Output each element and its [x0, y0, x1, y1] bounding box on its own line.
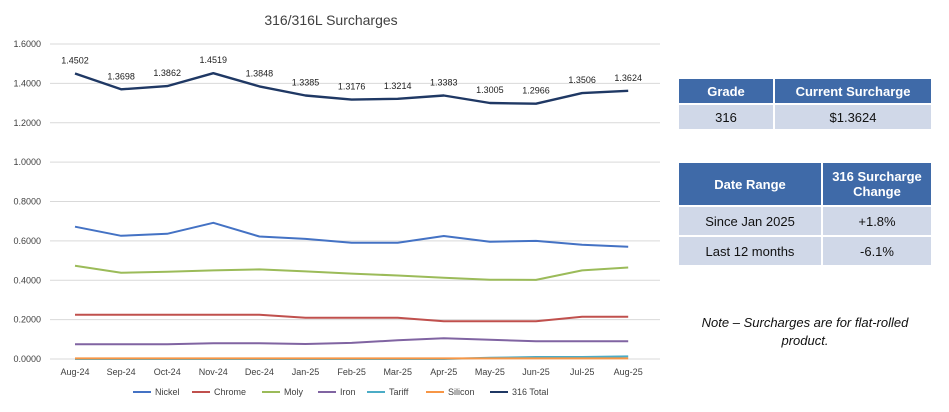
legend-label: Tariff [389, 387, 409, 397]
y-tick-label: 0.0000 [13, 354, 41, 364]
x-axis-ticks: Aug-24 Sep-24 Oct-24 Nov-24 Dec-24 Jan-25 Feb-… [60, 367, 642, 377]
data-label: 1.3385 [292, 77, 320, 87]
legend-item: Silicon [426, 387, 475, 397]
legend-label: Silicon [448, 387, 475, 397]
legend-label: Moly [284, 387, 304, 397]
series-line-chrome [75, 313, 629, 323]
x-tick-label: Jun-25 [522, 367, 550, 377]
y-tick-label: 1.6000 [13, 39, 41, 49]
x-tick-label: Sep-24 [107, 367, 136, 377]
legend-item: Chrome [192, 387, 246, 397]
chart-title: 316/316L Surcharges [264, 12, 397, 28]
data-label: 1.3005 [476, 85, 504, 95]
x-tick-label: Aug-25 [614, 367, 643, 377]
x-tick-label: Oct-24 [154, 367, 181, 377]
legend-label: Iron [340, 387, 356, 397]
grade-value: 316 [677, 103, 775, 131]
series-line-316-total [74, 71, 629, 105]
data-label: 1.4519 [200, 55, 228, 65]
series-line-moly [74, 264, 629, 281]
y-tick-label: 1.4000 [13, 78, 41, 88]
data-label: 1.3862 [153, 68, 181, 78]
x-tick-label: Apr-25 [430, 367, 457, 377]
data-label: 1.4502 [61, 55, 89, 65]
y-axis-ticks: 1.6000 1.4000 1.2000 1.0000 0.8000 0.6000 0.40… [13, 39, 41, 364]
legend-label: Chrome [214, 387, 246, 397]
series-line-iron [75, 337, 629, 346]
legend: Nickel Chrome Moly Iron Tariff Silicon 316 Tot… [133, 387, 548, 397]
data-label: 1.3698 [107, 71, 135, 81]
data-label: 1.3176 [338, 82, 366, 92]
x-tick-label: Nov-24 [199, 367, 228, 377]
date-range-header: Date Range [677, 161, 823, 207]
data-label: 1.3506 [568, 75, 596, 85]
grade-header: Grade [677, 77, 775, 105]
y-tick-label: 0.6000 [13, 236, 41, 246]
x-tick-label: Aug-24 [60, 367, 89, 377]
legend-item: 316 Total [490, 387, 548, 397]
data-label: 1.3383 [430, 78, 458, 88]
surcharge-change-table: Date Range 316 Surcharge Change Since Ja… [677, 161, 933, 267]
y-tick-label: 0.8000 [13, 197, 41, 207]
data-label: 1.3214 [384, 81, 412, 91]
series-line-nickel [74, 221, 629, 248]
legend-label: 316 Total [512, 387, 548, 397]
y-tick-label: 0.4000 [13, 275, 41, 285]
change-last-12: -6.1% [821, 235, 933, 267]
x-tick-label: Mar-25 [383, 367, 412, 377]
series-lines [74, 71, 629, 360]
data-labels: 1.4502 1.3698 1.3862 1.4519 1.3848 1.3385 1.31… [61, 55, 642, 96]
current-surcharge-header: Current Surcharge [773, 77, 933, 105]
legend-item: Iron [318, 387, 356, 397]
surcharge-chart: 316/316L Surcharges 1.60001.40001.20001.… [13, 12, 660, 397]
change-since-jan: +1.8% [821, 205, 933, 237]
legend-item: Tariff [367, 387, 409, 397]
x-tick-label: Dec-24 [245, 367, 274, 377]
x-tick-label: Feb-25 [337, 367, 366, 377]
data-label: 1.3848 [246, 68, 274, 78]
legend-item: Nickel [133, 387, 180, 397]
x-tick-label: Jul-25 [570, 367, 595, 377]
data-label: 1.2966 [522, 86, 550, 96]
date-range-since-jan: Since Jan 2025 [677, 205, 823, 237]
y-tick-label: 0.2000 [13, 315, 41, 325]
x-tick-label: Jan-25 [292, 367, 320, 377]
date-range-last-12: Last 12 months [677, 235, 823, 267]
y-tick-label: 1.2000 [13, 118, 41, 128]
legend-item: Moly [262, 387, 304, 397]
legend-label: Nickel [155, 387, 180, 397]
grade-table: Grade Current Surcharge 316 $1.3624 [677, 77, 933, 131]
data-label: 1.3624 [614, 73, 642, 83]
x-tick-label: May-25 [475, 367, 505, 377]
y-tick-label: 1.0000 [13, 157, 41, 167]
current-surcharge-value: $1.3624 [773, 103, 933, 131]
surcharge-change-header: 316 Surcharge Change [821, 161, 933, 207]
note-text: Note – Surcharges are for flat-rolled pr… [701, 315, 909, 348]
